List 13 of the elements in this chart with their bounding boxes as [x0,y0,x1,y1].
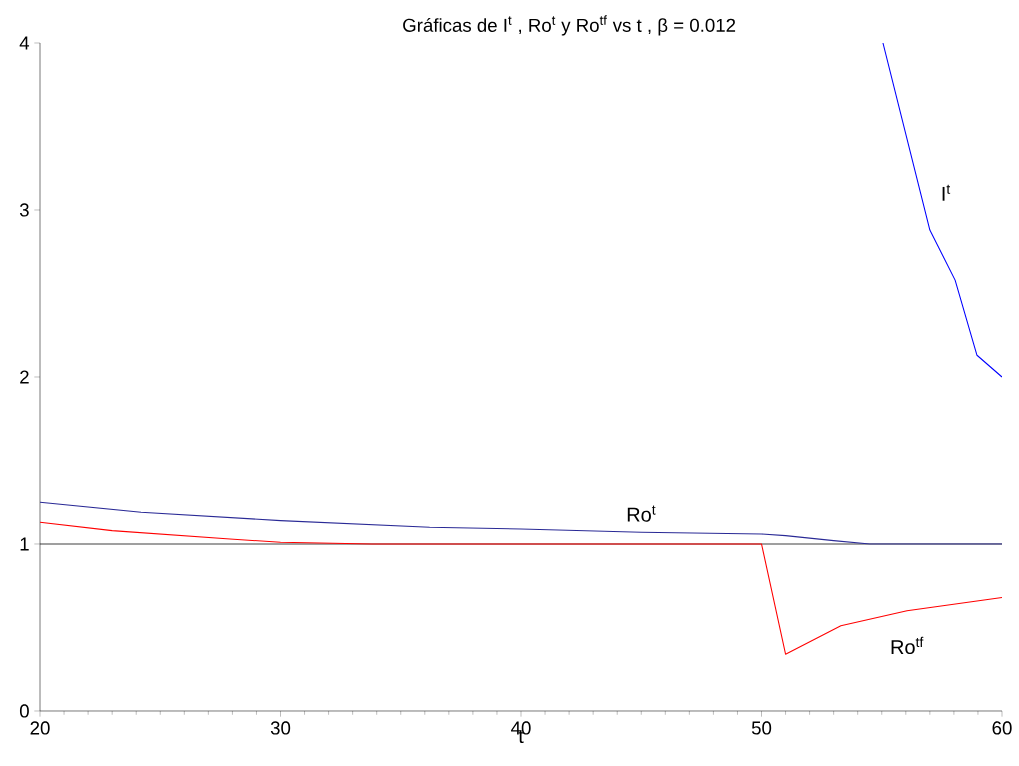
x-tick-label: 50 [751,721,772,735]
chart-title: Gráficas de I$^{t}$ , Ro$^{t}$ y Ro$^{tf}$ vs t , β = 0.012 [403,15,736,36]
series-label: Ro$^{t}$ [627,505,656,522]
y-tick-label: 0 [19,704,29,718]
series-label: I$^{t}$ [942,184,951,201]
y-tick-label: 3 [19,203,29,217]
x-tick-label: 30 [270,721,291,735]
y-tick-label: 2 [20,370,29,384]
y-tick-label: 1 [20,537,29,551]
x-tick-label: 20 [30,721,50,735]
y-tick-label: 4 [19,36,30,50]
series-label: Ro$^{tf}$ [891,636,924,655]
x-tick-label: 60 [992,721,1012,735]
